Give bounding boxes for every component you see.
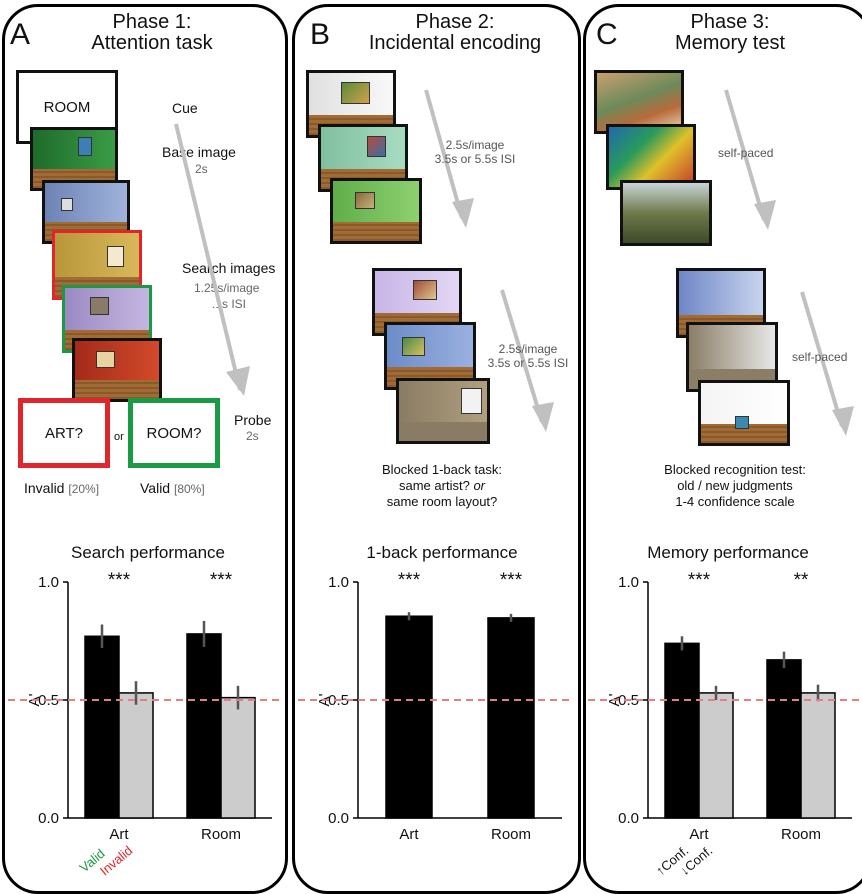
significance-label: *** [210,570,233,591]
oneback-task-text: Blocked 1-back task: same artist? or sam… [352,462,532,510]
chart-c-title: Memory performance [647,543,809,562]
significance-label: *** [500,570,523,591]
y-tick-label: 1.0 [618,574,639,591]
test-painting-1 [594,70,684,134]
oneback-task-line3: same room layout? [386,494,498,509]
x-tick-label: Art [399,826,419,843]
y-tick-label: 0.0 [328,810,349,827]
invalid-label: Invalid [20%] [24,480,99,497]
search-images-time1: 1.25s/image [194,281,260,295]
probe-room-box: ROOM? [128,398,220,468]
bar [698,692,734,819]
oneback-task-line2a: same artist? [399,478,470,493]
probe-time: 2s [246,429,259,443]
probe-or: or [114,431,124,443]
y-tick-label: 0.0 [618,810,639,827]
chart-b: 0.00.51.0A'Art***Room*** [298,570,570,843]
oneback-task-line2b: or [473,478,485,493]
recognition-task-text: Blocked recognition test: old / new judg… [640,462,830,510]
bar [766,659,802,819]
valid-label-text: Valid [140,480,171,496]
bar [220,696,256,819]
probe-label: Probe [234,412,272,428]
y-tick-label: 1.0 [328,574,349,591]
x-tick-label: Art [689,826,709,843]
phase3-arrows [724,89,854,436]
y-tick-label: 0.0 [38,810,59,827]
phase1-arrow [174,123,250,396]
search-image-4 [72,338,162,402]
valid-label: Valid [80%] [140,480,205,497]
cue-label: Cue [172,100,198,116]
chart-c: 0.00.51.0A'Art***Room**↑Conf.↓Conf. [588,570,860,878]
chart-b-title: 1-back performance [366,543,518,562]
recognition-task-line2: old / new judgments [677,478,793,493]
encoding-timing1-line2: 3.5s or 5.5s ISI [434,152,516,166]
phase2-title: Phase 2: Incidental encoding [335,12,575,54]
encoding-timing2: 2.5s/image 3.5s or 5.5s ISI [478,342,578,370]
cue-box-text: ROOM [43,98,91,116]
self-paced-2: self-paced [792,350,848,364]
phase1-title-line2: Attention task [91,32,213,54]
probe-room-text: ROOM? [146,424,202,442]
recognition-task-line1: Blocked recognition test: [664,462,806,477]
search-images-label: Search images [182,260,276,276]
encoding-image-6 [396,378,490,444]
x-tick-label: Room [491,826,531,843]
valid-pct: [80%] [173,482,205,496]
phase1-title-line1: Phase 1: [112,11,192,33]
phase2-arrows [424,89,554,432]
x-tick-label: Art [109,826,129,843]
invalid-pct: [20%] [68,482,100,496]
significance-label: ** [794,570,809,591]
phase2-title-line2: Incidental encoding [368,32,542,54]
bar [118,692,154,819]
x-tick-label: Room [201,826,241,843]
oneback-task-line1: Blocked 1-back task: [382,462,502,477]
encoding-timing1: 2.5s/image 3.5s or 5.5s ISI [420,138,530,166]
panel-letter-a: A [10,18,31,51]
bar [84,635,120,819]
panel-letter-b: B [310,18,331,51]
phase3-title-line2: Memory test [674,32,786,54]
panel-letter-c: C [596,18,618,51]
x-tick-label: Room [781,826,821,843]
encoding-image-3 [330,178,422,244]
recognition-task-line3: 1-4 confidence scale [675,494,795,509]
phase3-title: Phase 3: Memory test [610,12,850,54]
phase2-title-line1: Phase 2: [415,11,495,33]
phase3-title-line1: Phase 3: [690,11,770,33]
test-room-3 [698,380,790,446]
significance-label: *** [108,570,131,591]
bar [385,615,433,819]
encoding-timing2-line1: 2.5s/image [498,342,558,356]
bar [186,633,222,819]
y-tick-label: 1.0 [38,574,59,591]
base-image-time: 2s [195,162,208,176]
bar [487,617,535,819]
bar [800,692,836,819]
chart-a-title: Search performance [70,543,226,562]
phase1-title: Phase 1: Attention task [32,12,272,54]
test-painting-3 [620,180,712,246]
self-paced-1: self-paced [718,146,774,160]
invalid-label-text: Invalid [24,480,65,496]
encoding-timing1-line1: 2.5s/image [445,138,505,152]
bar [664,642,700,819]
encoding-timing2-line2: 3.5s or 5.5s ISI [487,356,569,370]
significance-label: *** [688,570,711,591]
significance-label: *** [398,570,421,591]
probe-art-box: ART? [18,398,110,468]
probe-art-text: ART? [44,424,84,442]
